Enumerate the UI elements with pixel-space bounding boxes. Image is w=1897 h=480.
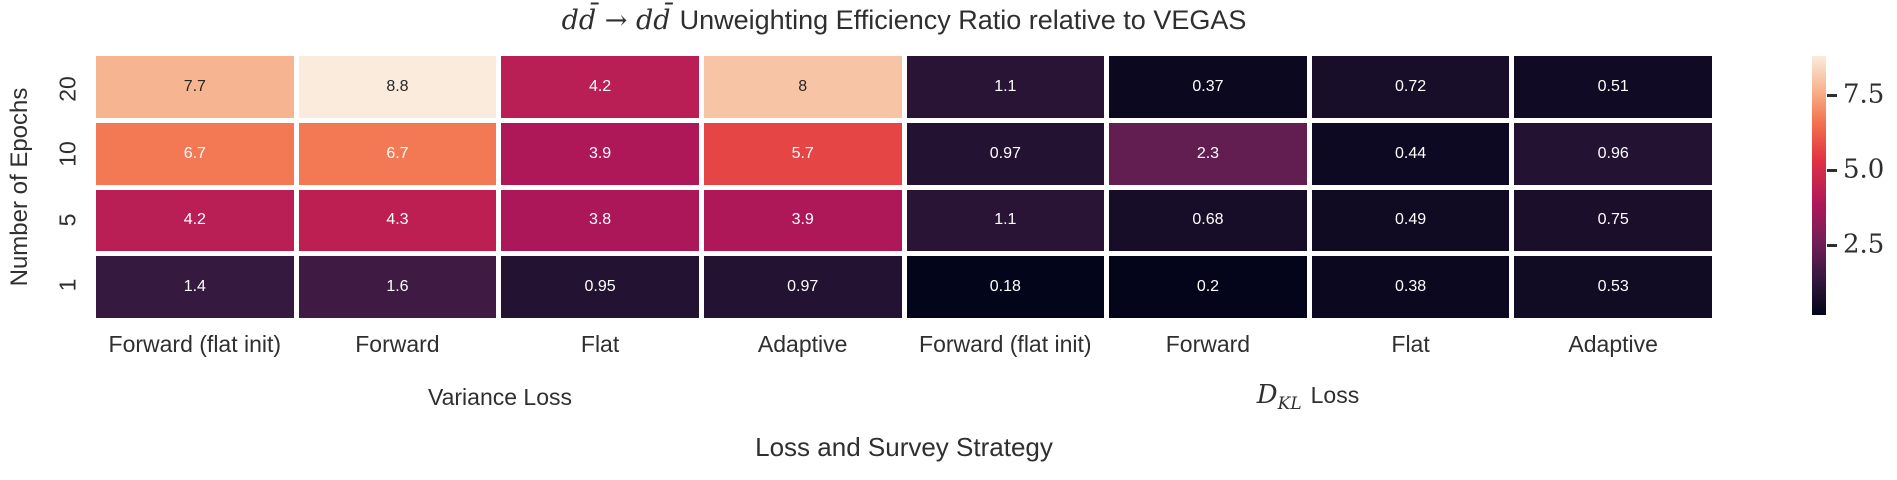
heatmap-cell: 5.7: [703, 122, 902, 185]
heatmap-cell: 0.44: [1311, 122, 1510, 185]
heatmap-cell: 0.97: [703, 256, 902, 318]
heatmap-cell: 0.2: [1109, 256, 1307, 318]
group-label-dkl-loss-text: Loss: [1310, 382, 1360, 408]
colorbar-tick-label: 2.5: [1843, 229, 1885, 260]
heatmap-cell: 4.3: [298, 189, 497, 252]
chart-title-text: Unweighting Efficiency Ratio relative to…: [679, 5, 1247, 35]
y-tick-label: 20: [54, 75, 81, 102]
colorbar-tick-mark: [1827, 244, 1837, 247]
x-tick-label: Flat: [1391, 331, 1430, 357]
heatmap-cell: 0.38: [1311, 256, 1510, 318]
heatmap-cell: 0.37: [1109, 56, 1307, 118]
heatmap-cell: 3.9: [703, 189, 902, 252]
heatmap-cell: 0.18: [906, 256, 1105, 318]
heatmap-cell: 7.7: [96, 56, 294, 118]
x-tick-label: Forward (flat init): [108, 331, 282, 357]
heatmap-cell: 6.7: [96, 122, 294, 185]
x-tick-label: Forward (flat init): [919, 331, 1092, 357]
x-tick-labels: Forward (flat init) Forward Flat Adaptive Fo…: [96, 331, 1712, 358]
heatmap-cell: 0.68: [1109, 189, 1307, 252]
x-tick-label: Forward: [1165, 331, 1251, 357]
heatmap-cell: 0.49: [1311, 189, 1510, 252]
y-tick-label: 5: [54, 213, 81, 227]
x-tick-label: Forward: [355, 331, 440, 357]
heatmap-cell: 3.9: [501, 122, 699, 185]
chart-title-math: dd̄ → dd̄: [561, 5, 671, 36]
x-tick-label: Adaptive: [757, 331, 848, 357]
dkl-math-symbol: D: [1256, 380, 1278, 410]
heatmap-cell: 0.53: [1514, 256, 1712, 318]
y-axis-label: Number of Epochs: [6, 87, 33, 287]
heatmap-cell: 4.2: [501, 56, 699, 118]
colorbar-tick-mark: [1827, 94, 1837, 97]
heatmap-cell: 0.75: [1514, 189, 1712, 252]
heatmap-cell: 0.51: [1514, 56, 1712, 118]
heatmap-cell: 0.95: [501, 256, 699, 318]
heatmap-cell: 8.8: [298, 56, 497, 118]
group-label-variance-loss-text: Variance Loss: [427, 384, 573, 410]
group-label-variance-loss: Variance Loss: [428, 384, 572, 411]
heatmap-cell: 0.97: [906, 122, 1105, 185]
colorbar: [1812, 56, 1826, 315]
x-axis-label: Loss and Survey Strategy: [755, 432, 1053, 462]
chart-title: dd̄ → dd̄ Unweighting Efficiency Ratio re…: [96, 5, 1712, 36]
heatmap-cell: 4.2: [96, 189, 294, 252]
x-tick-label: Flat: [580, 331, 620, 357]
y-tick-label: 10: [54, 141, 81, 168]
colorbar-tick-label: 7.5: [1843, 79, 1885, 110]
colorbar-tick-label: 5.0: [1843, 154, 1885, 185]
heatmap-cell: 8: [703, 56, 902, 118]
heatmap-cell: 1.6: [298, 256, 497, 318]
heatmap-cell: 3.8: [501, 189, 699, 252]
heatmap-cell: 1.1: [906, 189, 1105, 252]
dkl-math-subscript: KL: [1277, 394, 1302, 414]
heatmap-cell: 0.72: [1311, 56, 1510, 118]
x-tick-label: Adaptive: [1568, 331, 1658, 357]
heatmap-cell: 6.7: [298, 122, 497, 185]
heatmap-cell: 0.96: [1514, 122, 1712, 185]
heatmap-cell: 2.3: [1109, 122, 1307, 185]
group-label-dkl-loss: DKL Loss: [1257, 380, 1359, 414]
heatmap-grid: 7.7 8.8 4.2 8 1.1 0.37 0.72 0.51 6.7 6.7 3.9 5.7 0.9…: [96, 56, 1712, 318]
heatmap-cell: 1.1: [906, 56, 1105, 118]
y-tick-label: 1: [54, 278, 81, 292]
heatmap-cell: 1.4: [96, 256, 294, 318]
colorbar-tick-mark: [1827, 169, 1837, 172]
